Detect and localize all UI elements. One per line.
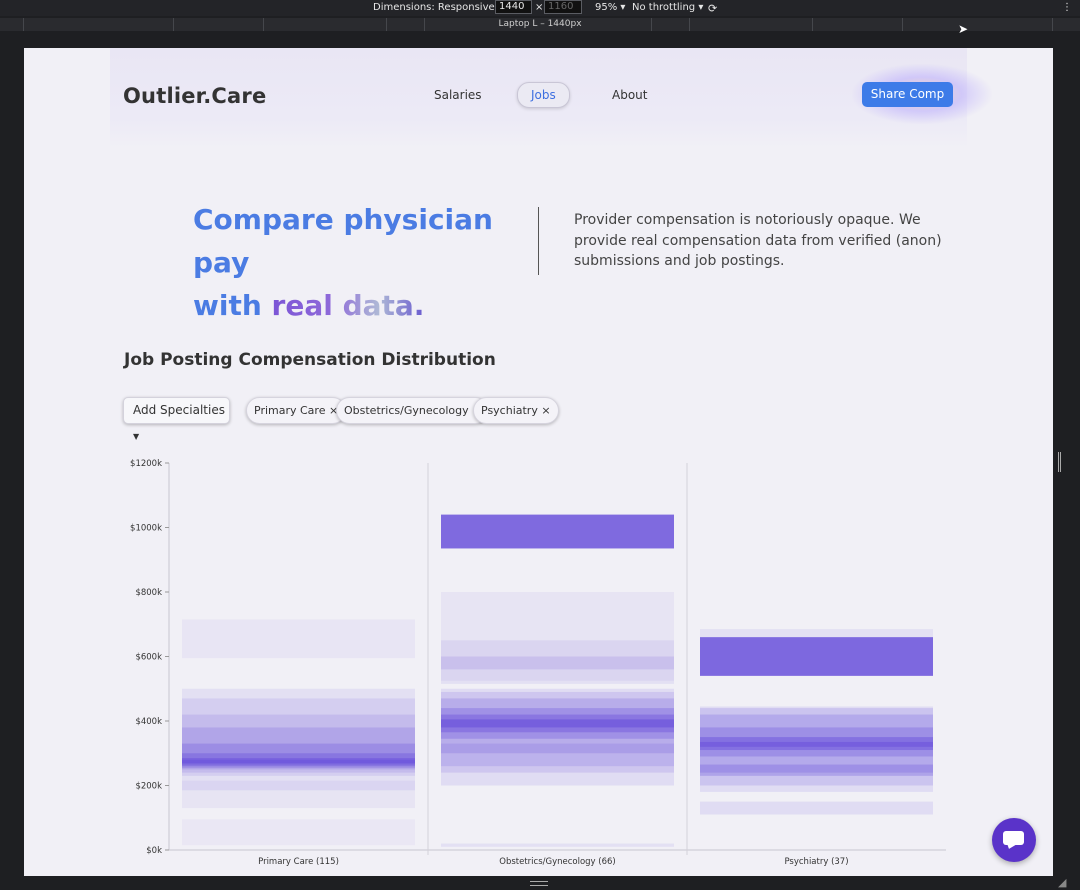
devtools-toolbar: Dimensions: Responsive ▾ 1440 × 1160 95%…	[0, 0, 1080, 16]
salary-band	[182, 759, 415, 763]
y-tick-label: $200k	[135, 782, 162, 792]
page-viewport: Outlier.Care Salaries Jobs About Share C…	[24, 48, 1053, 876]
share-comp-button[interactable]: Share Comp	[862, 82, 953, 107]
right-resize-handle[interactable]	[1058, 452, 1061, 472]
chip-obgyn[interactable]: Obstetrics/Gynecology ×	[336, 397, 490, 424]
y-tick-label: $0k	[146, 846, 162, 856]
y-tick-label: $600k	[135, 653, 162, 663]
nav-salaries[interactable]: Salaries	[434, 88, 482, 102]
hero-title-line2-plain: with	[193, 289, 272, 322]
salary-band	[700, 741, 933, 747]
rotate-icon[interactable]: ⟳	[708, 2, 718, 15]
chat-button[interactable]	[992, 818, 1036, 862]
x-category-label: Primary Care (115)	[258, 857, 339, 867]
hero-description: Provider compensation is notoriously opa…	[574, 212, 942, 269]
hero-divider	[538, 207, 539, 275]
width-input[interactable]: 1440	[495, 0, 532, 14]
breakpoint-ruler[interactable]: Laptop L – 1440px	[0, 18, 1080, 31]
salary-band	[441, 514, 674, 549]
dimensions-dropdown[interactable]: Dimensions: Responsive ▾	[373, 2, 503, 13]
salary-band	[700, 637, 933, 676]
throttling-label: No throttling	[632, 2, 696, 13]
salary-band	[182, 688, 415, 791]
nav-jobs[interactable]: Jobs	[517, 82, 570, 108]
add-specialties-label: Add Specialties	[133, 403, 225, 417]
zoom-label: 95%	[595, 2, 618, 13]
y-tick-label: $1200k	[130, 459, 162, 469]
dimensions-label: Dimensions: Responsive	[373, 2, 495, 13]
salary-band	[441, 719, 674, 728]
y-tick-label: $1000k	[130, 524, 162, 534]
bottom-resize-handle[interactable]	[530, 881, 548, 886]
throttling-dropdown[interactable]: No throttling ▾	[632, 2, 704, 13]
chevron-down-icon: ▼	[133, 432, 140, 441]
compensation-chart: $0k $200k $400k $600k $800k $1000k $1200k Prima…	[130, 459, 946, 867]
y-tick-label: $800k	[135, 588, 162, 598]
times-sign: ×	[535, 2, 544, 13]
add-specialties-button[interactable]: Add Specialties ▼	[123, 397, 230, 441]
hero-title-line1: Compare physician pay	[193, 203, 493, 279]
site-logo[interactable]: Outlier.Care	[123, 84, 267, 108]
nav-about[interactable]: About	[612, 88, 648, 102]
site-header: Outlier.Care Salaries Jobs About Share C…	[110, 48, 992, 148]
section-title: Job Posting Compensation Distribution	[124, 350, 496, 370]
salary-band	[441, 691, 674, 773]
salary-band	[441, 592, 674, 681]
salary-band	[182, 780, 415, 809]
hero-title: Compare physician pay with real data.	[193, 198, 523, 327]
salary-band	[441, 688, 674, 786]
chat-bubble-icon	[1003, 831, 1024, 845]
chip-primary-care[interactable]: Primary Care ×	[246, 397, 347, 424]
more-options-icon[interactable]: ⋮	[1062, 2, 1072, 13]
x-category-label: Obstetrics/Gynecology (66)	[499, 857, 615, 867]
salary-band	[700, 801, 933, 815]
salary-band	[441, 640, 674, 684]
salary-band	[441, 843, 674, 847]
height-input[interactable]: 1160	[544, 0, 582, 14]
salary-band	[441, 743, 674, 767]
salary-band	[182, 819, 415, 846]
x-category-label: Psychiatry (37)	[784, 857, 848, 867]
hero-title-highlight: real data.	[271, 289, 425, 322]
corner-resize-icon[interactable]: ◢	[1058, 877, 1067, 889]
zoom-dropdown[interactable]: 95% ▾	[595, 2, 626, 13]
mouse-cursor-icon: ➤	[958, 22, 969, 36]
salary-band	[182, 619, 415, 659]
salary-band	[441, 656, 674, 670]
chip-psychiatry[interactable]: Psychiatry ×	[473, 397, 559, 424]
salary-band	[700, 764, 933, 776]
breakpoint-label: Laptop L – 1440px	[498, 19, 582, 29]
y-tick-label: $400k	[135, 717, 162, 727]
